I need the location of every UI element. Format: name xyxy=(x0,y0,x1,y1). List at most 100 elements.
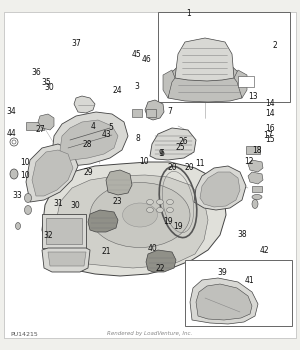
Ellipse shape xyxy=(252,195,262,200)
Polygon shape xyxy=(150,128,196,160)
Text: 12: 12 xyxy=(244,157,254,166)
Text: 30: 30 xyxy=(70,201,80,210)
Ellipse shape xyxy=(157,199,164,204)
Bar xyxy=(185,260,292,326)
Ellipse shape xyxy=(25,194,32,203)
Polygon shape xyxy=(200,172,240,207)
Text: 26: 26 xyxy=(178,136,188,146)
Bar xyxy=(26,122,44,130)
Text: 14: 14 xyxy=(265,99,275,108)
Ellipse shape xyxy=(157,208,164,212)
Text: 9: 9 xyxy=(158,149,163,159)
Polygon shape xyxy=(52,112,128,168)
Text: 20: 20 xyxy=(184,163,194,173)
Text: 10: 10 xyxy=(21,158,30,167)
Ellipse shape xyxy=(16,223,20,230)
Text: 3: 3 xyxy=(134,82,139,91)
Text: 37: 37 xyxy=(72,39,81,48)
Ellipse shape xyxy=(130,208,150,222)
Text: 7: 7 xyxy=(167,107,172,117)
Polygon shape xyxy=(26,144,78,202)
Bar xyxy=(246,146,260,154)
Text: 39: 39 xyxy=(217,268,227,277)
Polygon shape xyxy=(56,175,208,268)
Ellipse shape xyxy=(146,208,154,212)
Bar xyxy=(42,214,86,248)
Text: 31: 31 xyxy=(54,199,63,208)
Polygon shape xyxy=(145,100,164,120)
Text: 35: 35 xyxy=(42,78,51,87)
Polygon shape xyxy=(74,96,95,113)
Text: 8: 8 xyxy=(136,134,140,143)
Polygon shape xyxy=(48,252,86,266)
Text: 4: 4 xyxy=(91,122,95,131)
Bar xyxy=(46,218,82,244)
Polygon shape xyxy=(248,172,263,184)
Text: 40: 40 xyxy=(148,244,158,253)
Text: 45: 45 xyxy=(132,50,141,59)
Text: 43: 43 xyxy=(102,130,111,139)
Ellipse shape xyxy=(25,205,32,215)
Polygon shape xyxy=(175,38,234,81)
Text: 38: 38 xyxy=(238,230,247,239)
Ellipse shape xyxy=(252,199,258,209)
Polygon shape xyxy=(194,166,246,210)
Ellipse shape xyxy=(167,208,173,212)
Text: 13: 13 xyxy=(249,92,258,101)
Text: 46: 46 xyxy=(142,55,152,64)
Polygon shape xyxy=(234,70,247,98)
Text: 33: 33 xyxy=(13,191,22,201)
Polygon shape xyxy=(196,284,252,320)
Text: 44: 44 xyxy=(7,129,16,138)
Bar xyxy=(146,109,156,117)
Ellipse shape xyxy=(167,199,173,204)
Text: 10: 10 xyxy=(139,156,149,166)
Text: 29: 29 xyxy=(84,168,93,177)
Text: 23: 23 xyxy=(112,197,122,206)
Text: 27: 27 xyxy=(36,125,45,134)
Polygon shape xyxy=(106,170,132,195)
Polygon shape xyxy=(42,248,90,272)
Bar xyxy=(132,109,142,117)
Polygon shape xyxy=(88,210,118,232)
Text: 24: 24 xyxy=(112,86,122,95)
Text: 2: 2 xyxy=(272,41,277,50)
Text: 18: 18 xyxy=(252,146,261,155)
Text: 28: 28 xyxy=(82,140,92,149)
Text: Rendered by LoadVenture, Inc.: Rendered by LoadVenture, Inc. xyxy=(107,331,193,336)
Text: 34: 34 xyxy=(7,107,16,117)
Polygon shape xyxy=(163,70,175,98)
Text: 10: 10 xyxy=(21,171,30,180)
Ellipse shape xyxy=(10,169,18,179)
Text: 32: 32 xyxy=(43,231,53,240)
Ellipse shape xyxy=(90,182,190,247)
Polygon shape xyxy=(248,160,263,172)
Text: 25: 25 xyxy=(175,142,185,152)
Polygon shape xyxy=(38,114,54,130)
Text: 14: 14 xyxy=(265,109,275,118)
Text: 41: 41 xyxy=(244,276,254,285)
Text: 6: 6 xyxy=(160,149,164,158)
Text: 16: 16 xyxy=(265,124,275,133)
Polygon shape xyxy=(190,278,258,324)
Polygon shape xyxy=(146,250,176,272)
Text: 17: 17 xyxy=(264,131,273,140)
Bar xyxy=(252,186,262,192)
Polygon shape xyxy=(168,57,242,102)
Ellipse shape xyxy=(122,203,158,227)
Text: 30: 30 xyxy=(45,83,54,92)
Polygon shape xyxy=(42,162,226,276)
Text: 36: 36 xyxy=(31,68,41,77)
Text: 11: 11 xyxy=(195,159,204,168)
Text: 21: 21 xyxy=(102,247,111,257)
Text: 15: 15 xyxy=(265,135,275,145)
Text: 22: 22 xyxy=(156,264,165,273)
Text: PU14215: PU14215 xyxy=(10,331,38,336)
Text: 19: 19 xyxy=(163,217,173,226)
Text: 1: 1 xyxy=(187,9,191,19)
Ellipse shape xyxy=(146,199,154,204)
Bar xyxy=(238,76,254,87)
Polygon shape xyxy=(32,150,73,196)
Text: 5: 5 xyxy=(109,123,113,132)
Text: 20: 20 xyxy=(168,163,177,173)
